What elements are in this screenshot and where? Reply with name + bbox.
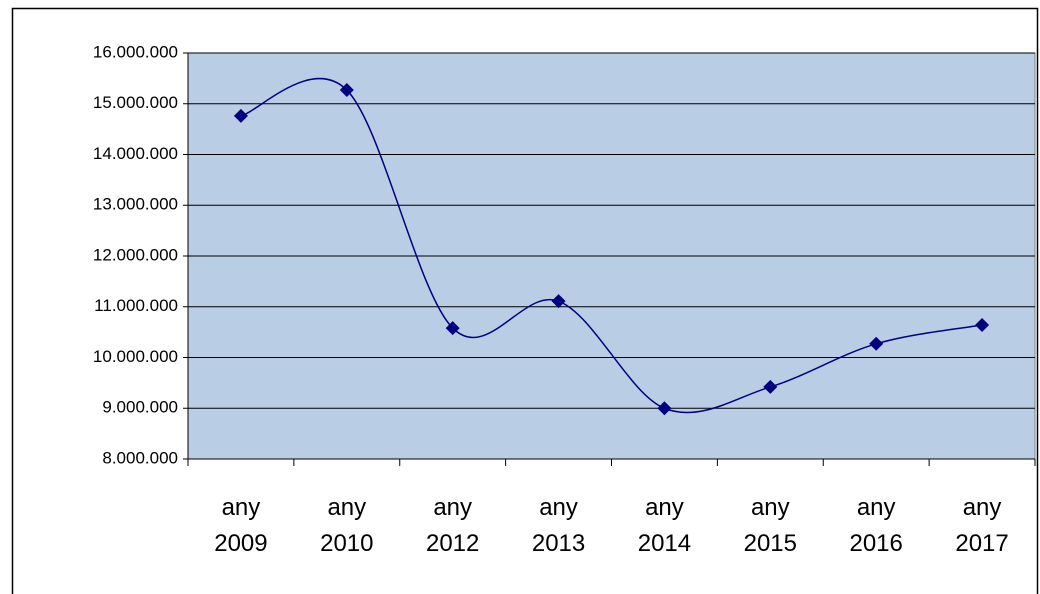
y-tick-label: 14.000.000 [93,144,178,163]
chart-frame [11,7,1039,594]
y-tick-label: 15.000.000 [93,93,178,112]
x-tick-label: any 2017 [955,494,1009,557]
y-tick-label: 16.000.000 [93,42,178,61]
x-tick-label: any 2013 [531,494,586,557]
x-tick-label: any 2012 [425,494,480,557]
y-tick-label: 9.000.000 [102,398,178,417]
x-tick-label: any 2010 [320,494,374,557]
x-tick-label: any 2014 [637,494,692,557]
y-tick-label: 12.000.000 [93,245,178,264]
series-line [240,77,983,414]
data-point [445,321,460,336]
x-tick-label: any 2016 [849,494,903,557]
data-point [657,401,672,416]
data-point [339,83,354,98]
data-point [869,336,884,351]
y-tick-label: 13.000.000 [93,195,178,214]
y-tick-label: 8.000.000 [102,448,178,467]
x-tick-label: any 2015 [743,494,797,557]
y-tick-label: 10.000.000 [93,347,178,366]
y-tick-label: 11.000.000 [94,296,178,315]
data-point [975,318,990,333]
x-tick-label: any 2009 [214,494,268,557]
data-point [763,379,778,394]
data-point [233,108,248,123]
data-point [551,294,566,309]
